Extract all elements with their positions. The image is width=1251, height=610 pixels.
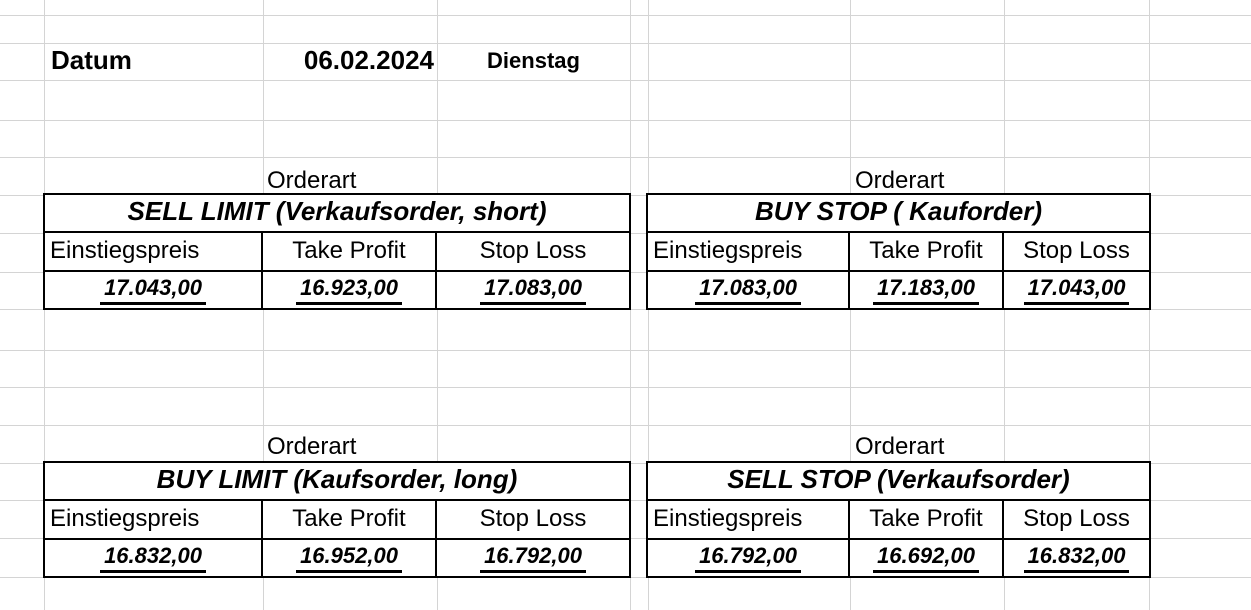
- column-header-stop-loss[interactable]: Stop Loss: [1023, 505, 1130, 532]
- entry-price-cell[interactable]: 17.083,00: [648, 272, 850, 308]
- take-profit-cell[interactable]: 16.692,00: [850, 540, 1004, 576]
- date-value-cell[interactable]: 06.02.2024: [303, 45, 434, 75]
- value-row: 16.792,00 16.692,00 16.832,00: [648, 540, 1149, 576]
- entry-price-cell[interactable]: 16.832,00: [45, 540, 263, 576]
- column-header-stop-loss[interactable]: Stop Loss: [479, 505, 587, 532]
- orderart-label-sell-stop[interactable]: Orderart: [855, 433, 945, 460]
- take-profit-value: 16.692,00: [873, 543, 979, 573]
- stop-loss-value: 16.832,00: [1023, 543, 1130, 573]
- orderart-label-sell-limit[interactable]: Orderart: [267, 167, 357, 194]
- take-profit-value: 17.183,00: [873, 275, 979, 305]
- value-row: 17.083,00 17.183,00 17.043,00: [648, 272, 1149, 308]
- column-header-take-profit[interactable]: Take Profit: [263, 501, 437, 538]
- take-profit-value: 16.952,00: [296, 543, 402, 573]
- stop-loss-cell[interactable]: 17.083,00: [437, 272, 629, 308]
- gridline-horizontal: [0, 387, 1251, 388]
- column-header-take-profit[interactable]: Take Profit: [850, 501, 1004, 538]
- order-table-caption[interactable]: BUY LIMIT (Kaufsorder, long): [45, 463, 629, 501]
- orderart-label-buy-limit[interactable]: Orderart: [267, 433, 357, 460]
- gridline-horizontal: [0, 15, 1251, 16]
- column-header-row: Einstiegspreis Take Profit Stop Loss: [648, 501, 1149, 540]
- order-table-buy-limit: BUY LIMIT (Kaufsorder, long) Einstiegspr…: [43, 461, 631, 578]
- column-header-take-profit[interactable]: Take Profit: [850, 233, 1004, 270]
- entry-price-value: 17.043,00: [100, 275, 206, 305]
- order-table-buy-stop: BUY STOP ( Kauforder) Einstiegspreis Tak…: [646, 193, 1151, 310]
- gridline-horizontal: [0, 157, 1251, 158]
- column-header-einstiegspreis[interactable]: Einstiegspreis: [648, 501, 850, 538]
- column-header-stop-loss[interactable]: Stop Loss: [1023, 237, 1130, 264]
- value-row: 16.832,00 16.952,00 16.792,00: [45, 540, 629, 576]
- column-header-take-profit[interactable]: Take Profit: [263, 233, 437, 270]
- order-table-caption[interactable]: BUY STOP ( Kauforder): [648, 195, 1149, 233]
- stop-loss-value: 17.083,00: [480, 275, 586, 305]
- entry-price-cell[interactable]: 17.043,00: [45, 272, 263, 308]
- gridline-horizontal: [0, 120, 1251, 121]
- take-profit-cell[interactable]: 17.183,00: [850, 272, 1004, 308]
- orderart-label-buy-stop[interactable]: Orderart: [855, 167, 945, 194]
- entry-price-value: 16.792,00: [695, 543, 801, 573]
- take-profit-cell[interactable]: 16.952,00: [263, 540, 437, 576]
- order-table-caption[interactable]: SELL LIMIT (Verkaufsorder, short): [45, 195, 629, 233]
- column-header-stop-loss[interactable]: Stop Loss: [479, 237, 587, 264]
- value-row: 17.043,00 16.923,00 17.083,00: [45, 272, 629, 308]
- stop-loss-value: 16.792,00: [480, 543, 586, 573]
- column-header-einstiegspreis[interactable]: Einstiegspreis: [45, 233, 263, 270]
- column-header-row: Einstiegspreis Take Profit Stop Loss: [45, 501, 629, 540]
- gridline-horizontal: [0, 350, 1251, 351]
- stop-loss-cell[interactable]: 17.043,00: [1004, 272, 1149, 308]
- take-profit-value: 16.923,00: [296, 275, 402, 305]
- column-header-row: Einstiegspreis Take Profit Stop Loss: [648, 233, 1149, 272]
- stop-loss-value: 17.043,00: [1023, 275, 1130, 305]
- column-header-einstiegspreis[interactable]: Einstiegspreis: [648, 233, 850, 270]
- order-table-sell-limit: SELL LIMIT (Verkaufsorder, short) Einsti…: [43, 193, 631, 310]
- gridline-horizontal: [0, 425, 1251, 426]
- entry-price-value: 17.083,00: [695, 275, 801, 305]
- entry-price-value: 16.832,00: [100, 543, 206, 573]
- gridline-horizontal: [0, 80, 1251, 81]
- stop-loss-cell[interactable]: 16.832,00: [1004, 540, 1149, 576]
- order-table-caption[interactable]: SELL STOP (Verkaufsorder): [648, 463, 1149, 501]
- datum-label-cell[interactable]: Datum: [51, 45, 132, 75]
- take-profit-cell[interactable]: 16.923,00: [263, 272, 437, 308]
- stop-loss-cell[interactable]: 16.792,00: [437, 540, 629, 576]
- weekday-cell[interactable]: Dienstag: [487, 48, 580, 73]
- gridline-horizontal: [0, 43, 1251, 44]
- column-header-einstiegspreis[interactable]: Einstiegspreis: [45, 501, 263, 538]
- entry-price-cell[interactable]: 16.792,00: [648, 540, 850, 576]
- order-table-sell-stop: SELL STOP (Verkaufsorder) Einstiegspreis…: [646, 461, 1151, 578]
- column-header-row: Einstiegspreis Take Profit Stop Loss: [45, 233, 629, 272]
